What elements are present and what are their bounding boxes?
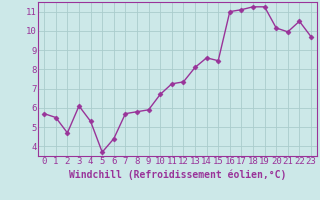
X-axis label: Windchill (Refroidissement éolien,°C): Windchill (Refroidissement éolien,°C): [69, 169, 286, 180]
